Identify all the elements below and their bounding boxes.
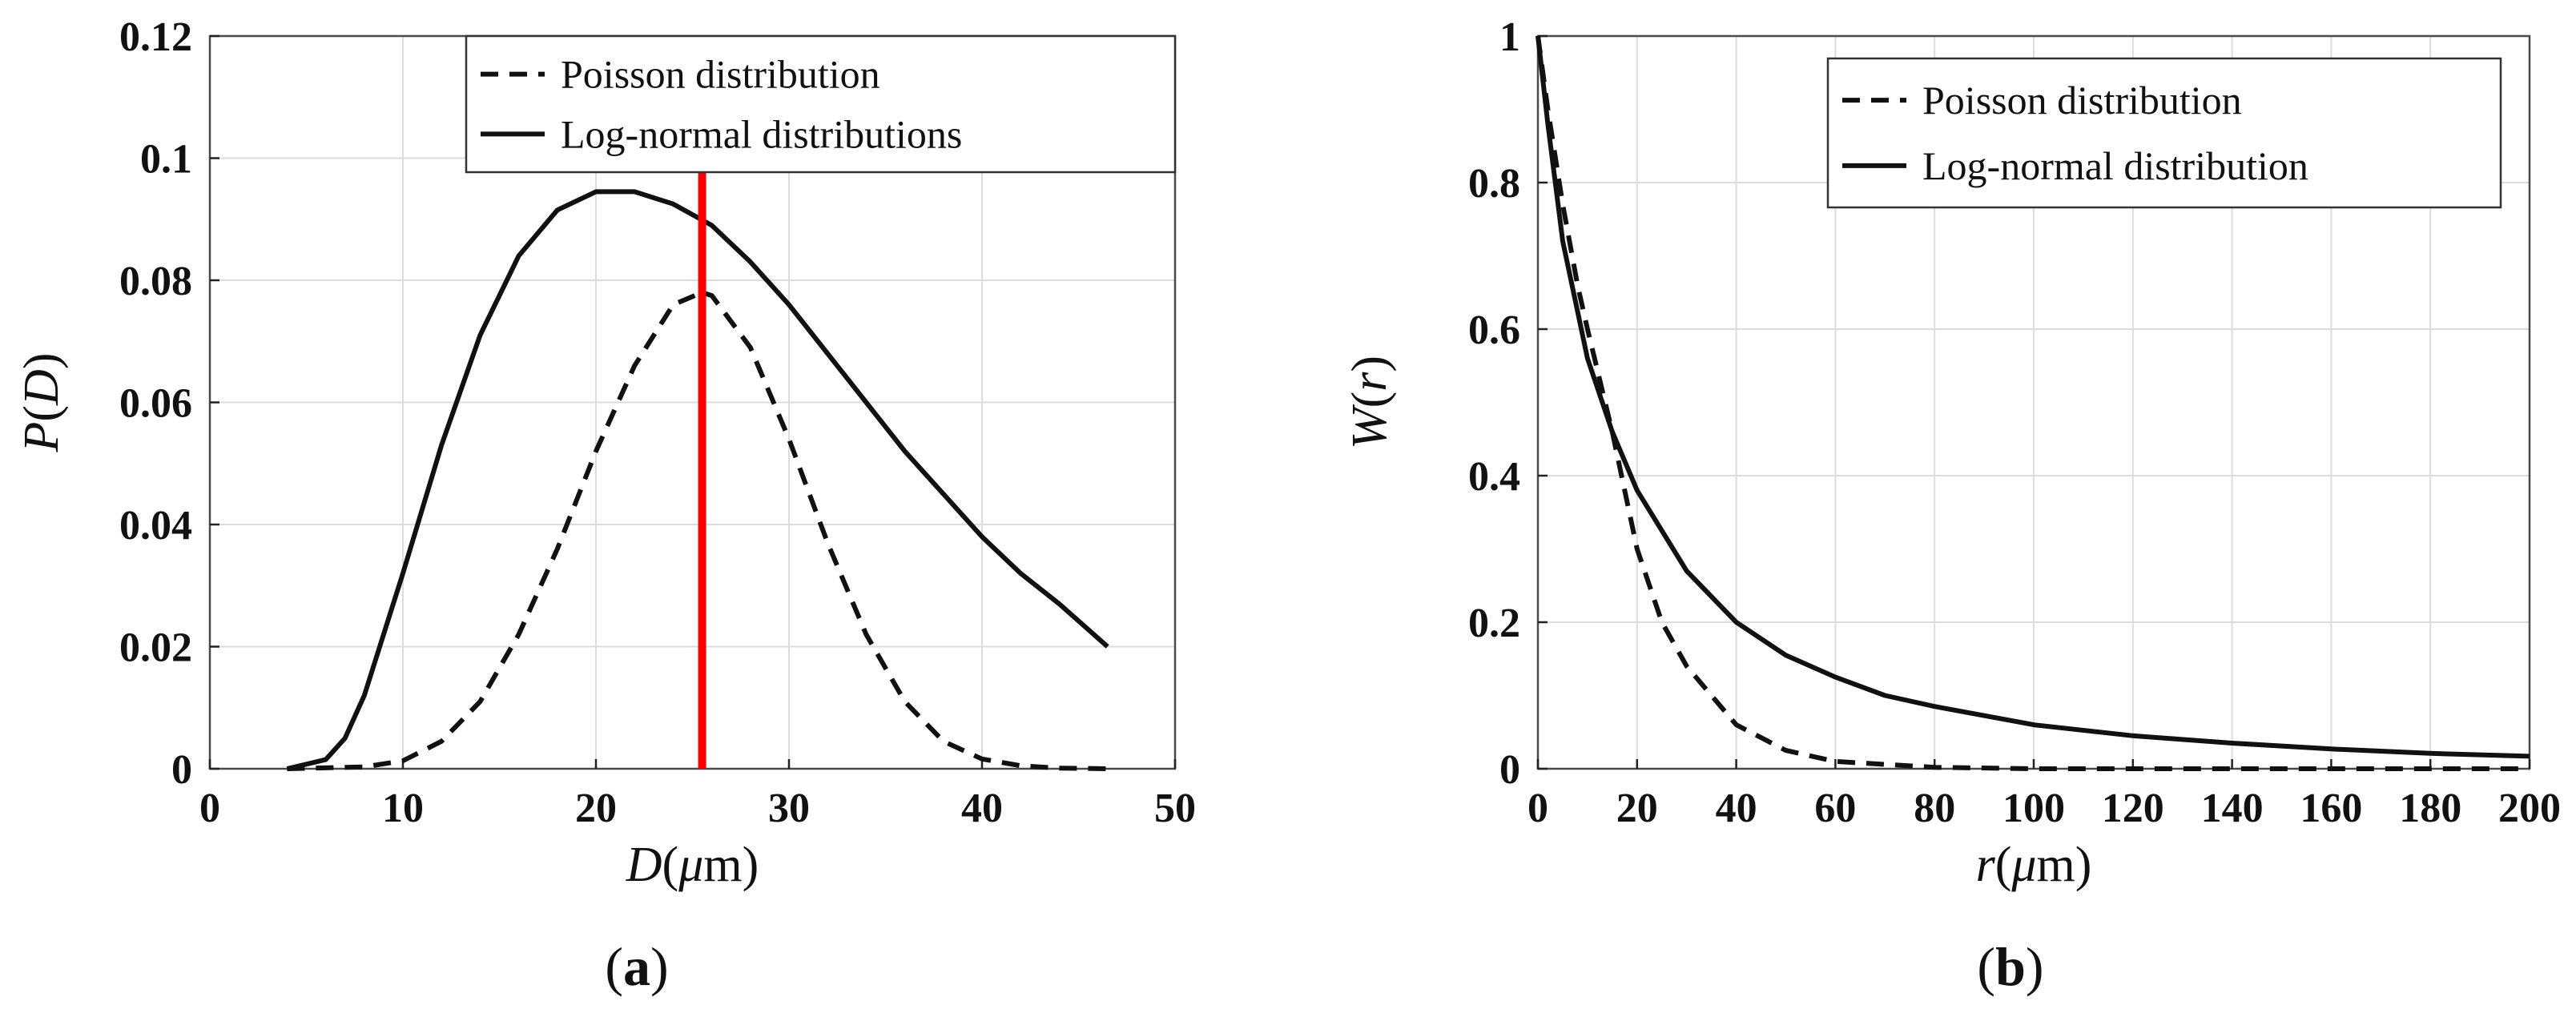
x-tick-label: 40 (961, 786, 1003, 831)
legend-label: Log-normal distribution (1922, 143, 2308, 188)
y-tick-label: 0.6 (1468, 307, 1520, 353)
x-tick-label: 40 (1716, 786, 1757, 831)
y-tick-label: 0.8 (1468, 161, 1520, 207)
y-tick-label: 0.12 (119, 14, 192, 60)
legend-label: Poisson distribution (1922, 78, 2242, 123)
x-tick-label: 160 (2300, 786, 2362, 831)
chart-panel-a: 0 10 20 30 40 50 0 0.02 0.04 0.06 0.08 0.1 0.12 D(μm)… (14, 14, 1196, 997)
series-line-poisson (287, 290, 1108, 771)
x-tick-label: 80 (1914, 786, 1955, 831)
legend-box (465, 34, 1177, 174)
y-tick-label: 0.4 (1468, 454, 1520, 500)
y-tick-label: 0.02 (119, 625, 192, 671)
series-line-poisson (1536, 35, 2530, 771)
x-tick-label: 100 (2002, 786, 2065, 831)
y-axis-label: W(r) (1342, 356, 1397, 449)
x-tick-label: 180 (2399, 786, 2461, 831)
x-tick-label: 0 (199, 786, 220, 831)
x-tick-label: 140 (2201, 786, 2264, 831)
x-axis-label: D(μm) (626, 838, 759, 892)
y-tick-label: 0.04 (119, 503, 192, 549)
legend-label: Poisson distribution (561, 52, 880, 97)
y-tick-label: 0.08 (119, 259, 192, 304)
y-tick-label: 0 (171, 747, 192, 793)
x-axis-label: r(μm) (1976, 838, 2092, 892)
y-tick-label: 0.06 (119, 381, 192, 427)
x-tick-label: 200 (2498, 786, 2561, 831)
series-line-log-normal (1536, 35, 2530, 759)
x-tick-label: 60 (1814, 786, 1856, 831)
legend-label: Log-normal distributions (561, 111, 962, 156)
y-tick-label: 0 (1499, 747, 1520, 793)
panel-label: (a) (605, 936, 668, 997)
panel-label: (b) (1977, 936, 2043, 997)
y-axis-label: P(D) (14, 353, 69, 453)
y-tick-label: 0.2 (1468, 601, 1520, 646)
chart-panel-b: 0 20 40 60 80 100 120 140 160 180 200 0 0.2 0.4 0.6 0.8… (1342, 14, 2561, 997)
x-tick-label: 30 (768, 786, 810, 831)
x-tick-label: 0 (1527, 786, 1548, 831)
y-tick-label: 1 (1499, 14, 1520, 60)
x-tick-label: 50 (1154, 786, 1196, 831)
x-tick-label: 120 (2102, 786, 2164, 831)
legend-box (1826, 57, 2502, 209)
x-tick-label: 10 (382, 786, 424, 831)
x-tick-label: 20 (1616, 786, 1658, 831)
y-tick-label: 0.1 (140, 137, 192, 183)
series-line-log-normal (286, 189, 1109, 771)
x-tick-label: 20 (575, 786, 617, 831)
